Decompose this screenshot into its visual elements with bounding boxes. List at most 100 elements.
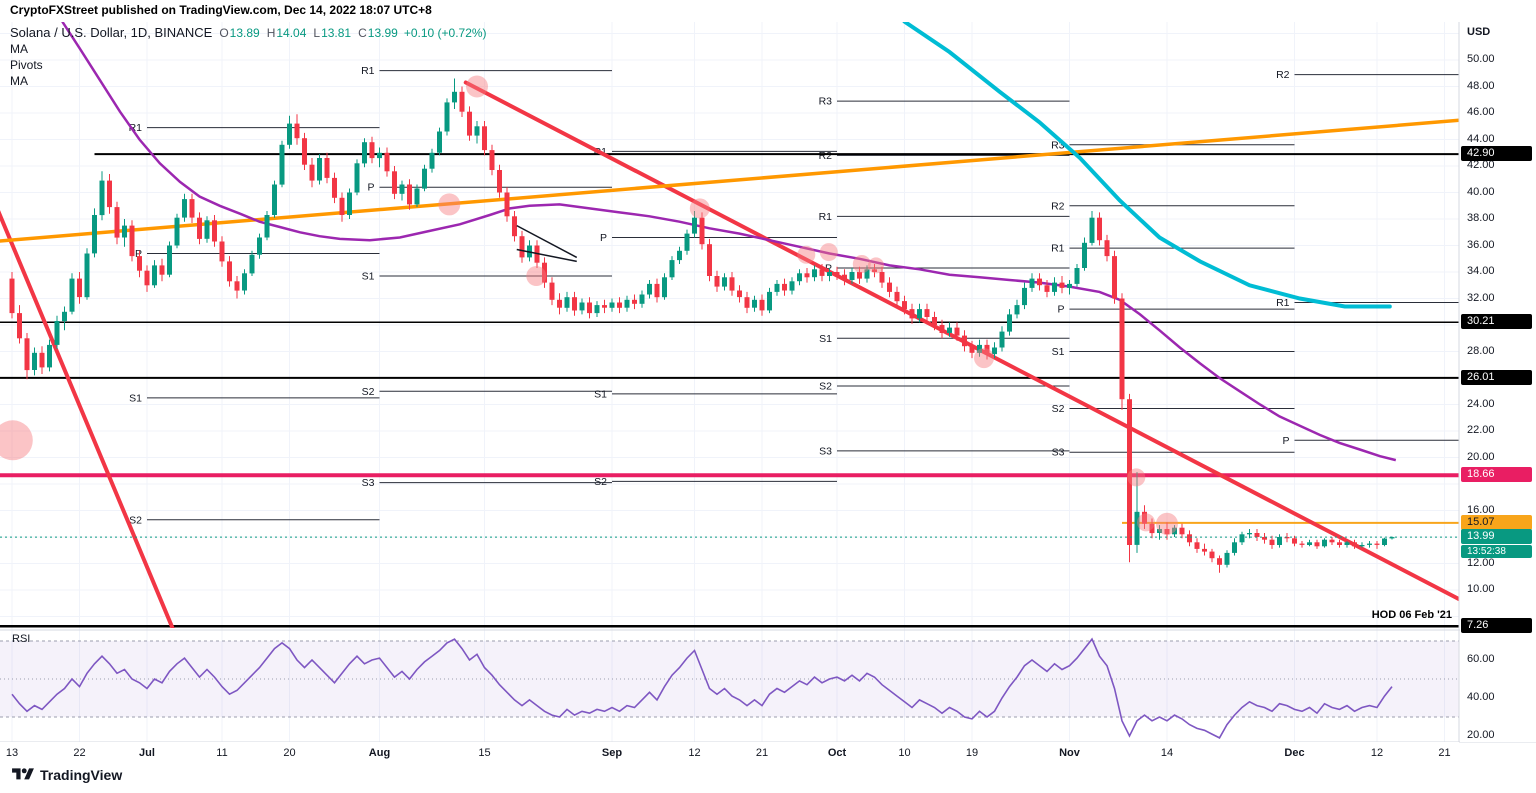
time-label-month: Sep (601, 747, 623, 759)
svg-text:S1: S1 (129, 392, 142, 404)
svg-text:S2: S2 (129, 514, 142, 526)
svg-text:P: P (1282, 435, 1289, 447)
price-tick: 12.00 (1467, 556, 1495, 569)
time-label-day: 10 (898, 747, 911, 759)
symbol-legend-row[interactable]: Solana / U.S. Dollar, 1D, BINANCE O13.89 H… (10, 25, 487, 41)
candlestick-series (9, 78, 1395, 573)
svg-text:S2: S2 (819, 380, 832, 392)
time-label-day: 11 (216, 747, 228, 759)
svg-text:P: P (600, 232, 607, 244)
indicator-legend-ma-2[interactable]: MA (10, 74, 28, 88)
price-label-badge: 7.26 (1461, 618, 1532, 634)
rsi-indicator-label[interactable]: RSI (12, 633, 31, 645)
svg-text:R2: R2 (1276, 69, 1290, 81)
price-label-badge: 13:52:38 (1461, 545, 1532, 559)
indicator-legend-ma-1[interactable]: MA (10, 42, 28, 56)
price-tick: 32.00 (1467, 291, 1495, 304)
grid-lines (0, 22, 1459, 742)
tradingview-logo-icon (12, 768, 34, 780)
time-label-month: Nov (1059, 747, 1080, 759)
svg-text:R1: R1 (1276, 297, 1290, 309)
rsi-pane (0, 637, 1459, 739)
open-value: 13.89 (229, 26, 260, 40)
price-tick: 24.00 (1467, 397, 1495, 410)
low-label: L (313, 26, 321, 40)
price-label-badge: 30.21 (1461, 314, 1532, 330)
price-label-badge: 42.90 (1461, 146, 1532, 162)
svg-text:R2: R2 (819, 150, 833, 162)
time-label-day: 13 (5, 747, 19, 759)
high-value: 14.04 (276, 26, 307, 40)
chart-legend: Solana / U.S. Dollar, 1D, BINANCE O13.89 H… (10, 25, 487, 89)
symbol-title: Solana / U.S. Dollar, 1D, BINANCE (10, 25, 213, 40)
time-label-month: Dec (1284, 747, 1305, 759)
svg-text:S1: S1 (594, 388, 607, 400)
price-label-badge: 15.07 (1461, 514, 1532, 530)
svg-text:S3: S3 (362, 477, 375, 489)
price-label-badge: 18.66 (1461, 467, 1532, 483)
price-tick: 40.00 (1467, 185, 1495, 198)
svg-text:P: P (825, 263, 832, 275)
change-value: +0.10 (+0.72%) (403, 26, 487, 40)
svg-text:S2: S2 (1052, 403, 1065, 415)
svg-text:S1: S1 (1052, 346, 1065, 358)
open-label: O (219, 26, 229, 40)
price-tick: 48.00 (1467, 79, 1495, 92)
price-tick: 34.00 (1467, 265, 1495, 277)
main-pane: R1PS1S2R1PS1S2S3R1PS1S2R3R2R1PS1S2S3R3R2… (0, 22, 1459, 628)
svg-text:S2: S2 (362, 386, 375, 398)
time-axis[interactable]: 13 22 Jul 11 20 Aug 15 Sep 12 21 Oct 10 19 Nov 14 Dec 12… (0, 742, 1459, 768)
time-label-day: 15 (478, 747, 491, 759)
time-label-day: 14 (1160, 747, 1174, 759)
time-label-day: 21 (755, 747, 769, 759)
price-tick: 10.00 (1467, 583, 1495, 595)
close-value: 13.99 (367, 26, 398, 40)
price-tick: 46.00 (1467, 106, 1495, 118)
svg-text:S2: S2 (594, 476, 607, 488)
time-label-day: 21 (1438, 747, 1451, 759)
price-tick: 28.00 (1467, 344, 1495, 357)
time-label-month: Jul (139, 747, 155, 759)
svg-text:R1: R1 (1051, 243, 1065, 255)
price-tick: 20.00 (1467, 729, 1495, 741)
attribution-text: CryptoFXStreet published on TradingView.… (10, 3, 432, 17)
tradingview-logo-text: TradingView (40, 766, 123, 783)
svg-text:P: P (1057, 304, 1064, 316)
time-label-day: 12 (688, 747, 701, 759)
svg-text:P: P (367, 182, 374, 194)
svg-text:S1: S1 (362, 270, 375, 282)
time-label-day: 20 (283, 747, 296, 759)
svg-text:R3: R3 (819, 96, 833, 108)
tradingview-logo[interactable]: TradingView (12, 766, 122, 783)
svg-text:R1: R1 (361, 65, 375, 77)
svg-text:R2: R2 (1051, 200, 1065, 212)
price-tick: 16.00 (1467, 503, 1495, 516)
indicator-legend-pivots[interactable]: Pivots (10, 58, 43, 72)
highlight-circles (0, 75, 1178, 535)
close-label: C (358, 26, 367, 40)
currency-label: USD (1467, 26, 1491, 38)
time-label-day: 19 (965, 747, 979, 759)
price-tick: 38.00 (1467, 212, 1495, 224)
price-tick: 36.00 (1467, 238, 1495, 251)
price-tick: 22.00 (1467, 424, 1495, 436)
low-value: 13.81 (321, 26, 352, 40)
price-tick: 42.00 (1467, 159, 1495, 171)
price-tick: 20.00 (1467, 450, 1495, 463)
svg-text:S3: S3 (819, 445, 832, 457)
svg-text:S3: S3 (1052, 447, 1065, 459)
svg-text:S1: S1 (819, 333, 832, 345)
svg-text:R1: R1 (819, 211, 833, 223)
time-label-day: 12 (1370, 747, 1384, 759)
price-tick: 50.00 (1467, 53, 1495, 65)
time-label-month: Oct (827, 747, 847, 759)
svg-text:P: P (135, 248, 142, 260)
price-tick: 60.00 (1467, 653, 1495, 665)
price-axis[interactable]: USD 50.00 48.00 46.00 44.00 42.00 40.00 38.00 3… (1460, 0, 1536, 742)
price-label-badge: 13.99 (1461, 529, 1532, 545)
svg-text:R1: R1 (129, 122, 143, 134)
time-label-month: Aug (368, 747, 391, 759)
price-label-badge: 26.01 (1461, 369, 1532, 385)
